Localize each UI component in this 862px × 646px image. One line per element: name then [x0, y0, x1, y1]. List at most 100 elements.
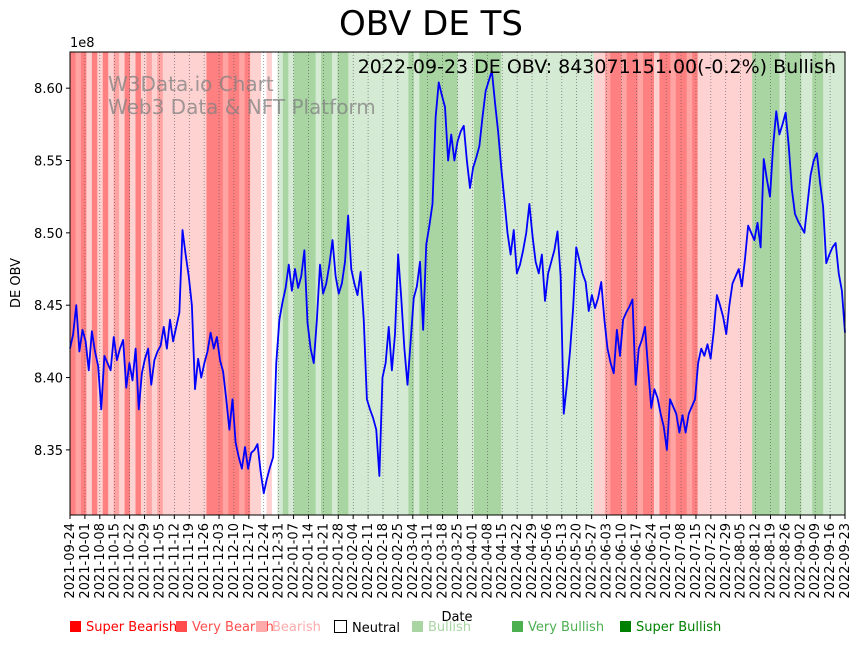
regime-band-21: [184, 52, 191, 515]
regime-band-125: [752, 52, 759, 515]
x-tick-label-51: 2022-09-16: [823, 523, 838, 599]
regime-band-80: [506, 52, 513, 515]
regime-band-70: [452, 52, 459, 515]
x-tick-label-2: 2021-10-08: [93, 523, 108, 599]
regime-band-31: [239, 52, 246, 515]
regime-band-2: [80, 52, 87, 515]
x-tick-label-1: 2021-10-01: [78, 523, 93, 599]
y-axis-label: DE OBV: [9, 258, 24, 308]
legend-swatch: [70, 621, 81, 632]
legend-item-very-bullish: Very Bullish: [512, 620, 604, 635]
regime-band-78: [495, 52, 502, 515]
regime-band-77: [490, 52, 497, 515]
regime-band-131: [784, 52, 792, 515]
regime-band-79: [501, 52, 508, 515]
regime-band-88: [550, 52, 557, 515]
regime-band-30: [233, 52, 240, 515]
regime-band-57: [381, 52, 388, 515]
legend-label: Very Bearish: [192, 620, 274, 635]
x-tick-label-14: 2021-12-31: [272, 523, 287, 599]
x-tick-label-32: 2022-05-06: [540, 523, 555, 599]
regime-band-140: [834, 52, 841, 515]
x-tick-label-49: 2022-09-02: [793, 523, 808, 599]
regime-band-5: [97, 52, 104, 515]
regime-band-58: [386, 52, 393, 515]
x-axis-ticks: 2021-09-24 2021-10-01 2021-10-08 2021-10-15…: [63, 515, 853, 599]
regime-band-73: [468, 52, 475, 515]
regime-band-62: [408, 52, 415, 515]
x-tick-label-4: 2021-10-22: [123, 523, 138, 599]
regime-band-61: [402, 52, 409, 515]
regime-band-23: [195, 52, 202, 515]
y-tick-label-4: 8.55: [34, 155, 63, 170]
regime-band-16: [157, 52, 164, 515]
x-tick-label-36: 2022-06-03: [600, 523, 615, 599]
regime-band-36: [266, 52, 273, 515]
regime-band-127: [763, 52, 770, 515]
legend-label: Bearish: [272, 620, 321, 635]
regime-band-15: [151, 52, 158, 515]
x-tick-label-26: 2022-03-25: [451, 523, 466, 599]
regime-band-119: [719, 52, 726, 515]
x-tick-label-27: 2022-04-01: [465, 523, 480, 599]
regime-band-84: [528, 52, 535, 515]
series-line-de-obv: [69, 69, 846, 495]
regime-band-28: [222, 52, 229, 515]
x-tick-label-23: 2022-03-04: [406, 523, 421, 599]
regime-band-33: [250, 52, 257, 515]
regime-band-69: [446, 52, 453, 515]
regime-band-132: [790, 52, 797, 515]
x-tick-label-37: 2022-06-10: [614, 523, 629, 599]
regime-band-51: [348, 52, 355, 515]
chart-title: OBV DE TS: [339, 4, 523, 44]
regime-band-107: [653, 52, 661, 515]
legend-item-neutral: Neutral: [334, 620, 400, 636]
legend-label: Neutral: [352, 621, 400, 636]
legend-item-bullish: Bullish: [412, 620, 471, 635]
regime-band-38: [277, 52, 284, 515]
x-tick-label-30: 2022-04-22: [510, 523, 525, 599]
x-tick-label-29: 2022-04-15: [495, 523, 510, 599]
x-tick-label-17: 2022-01-21: [316, 523, 331, 599]
x-tick-label-12: 2021-12-17: [242, 523, 257, 599]
regime-band-100: [615, 52, 622, 515]
regime-band-103: [632, 52, 639, 515]
regime-band-19: [173, 52, 180, 515]
regime-band-96: [593, 52, 601, 515]
regime-band-89: [555, 52, 562, 515]
regime-band-110: [670, 52, 677, 515]
x-tick-label-42: 2022-07-15: [689, 523, 704, 599]
regime-band-76: [484, 52, 491, 515]
regime-band-22: [190, 52, 197, 515]
regime-band-47: [326, 52, 333, 515]
x-tick-label-38: 2022-06-17: [629, 523, 644, 599]
x-tick-label-40: 2022-07-01: [659, 523, 674, 599]
regime-band-74: [473, 52, 480, 515]
x-tick-label-8: 2021-11-19: [182, 523, 197, 599]
regime-band-109: [664, 52, 671, 515]
legend-label: Bullish: [428, 620, 472, 635]
regime-band-128: [768, 52, 775, 515]
regime-band-6: [102, 52, 109, 515]
regime-band-116: [703, 52, 710, 515]
legend-label: Very Bullish: [528, 620, 605, 635]
x-tick-label-28: 2022-04-08: [480, 523, 495, 599]
regime-band-133: [795, 52, 802, 515]
regime-band-86: [539, 52, 546, 515]
regime-band-12: [135, 52, 142, 515]
regime-band-26: [211, 52, 218, 515]
x-tick-label-13: 2021-12-24: [257, 523, 272, 599]
regime-band-1: [75, 52, 82, 515]
regime-band-113: [686, 52, 693, 515]
regime-band-81: [512, 52, 519, 515]
legend-label: Super Bullish: [636, 620, 722, 635]
regime-band-43: [304, 52, 311, 515]
regime-band-91: [566, 52, 573, 515]
legend-swatch: [620, 621, 631, 632]
legend-swatch: [334, 620, 347, 633]
regime-band-141: [839, 52, 846, 515]
regime-band-82: [517, 52, 524, 515]
regime-band-137: [817, 52, 824, 515]
legend: Super Bearish Very Bearish Bearish Neutral B…: [70, 620, 850, 640]
x-tick-label-33: 2022-05-13: [555, 523, 570, 599]
